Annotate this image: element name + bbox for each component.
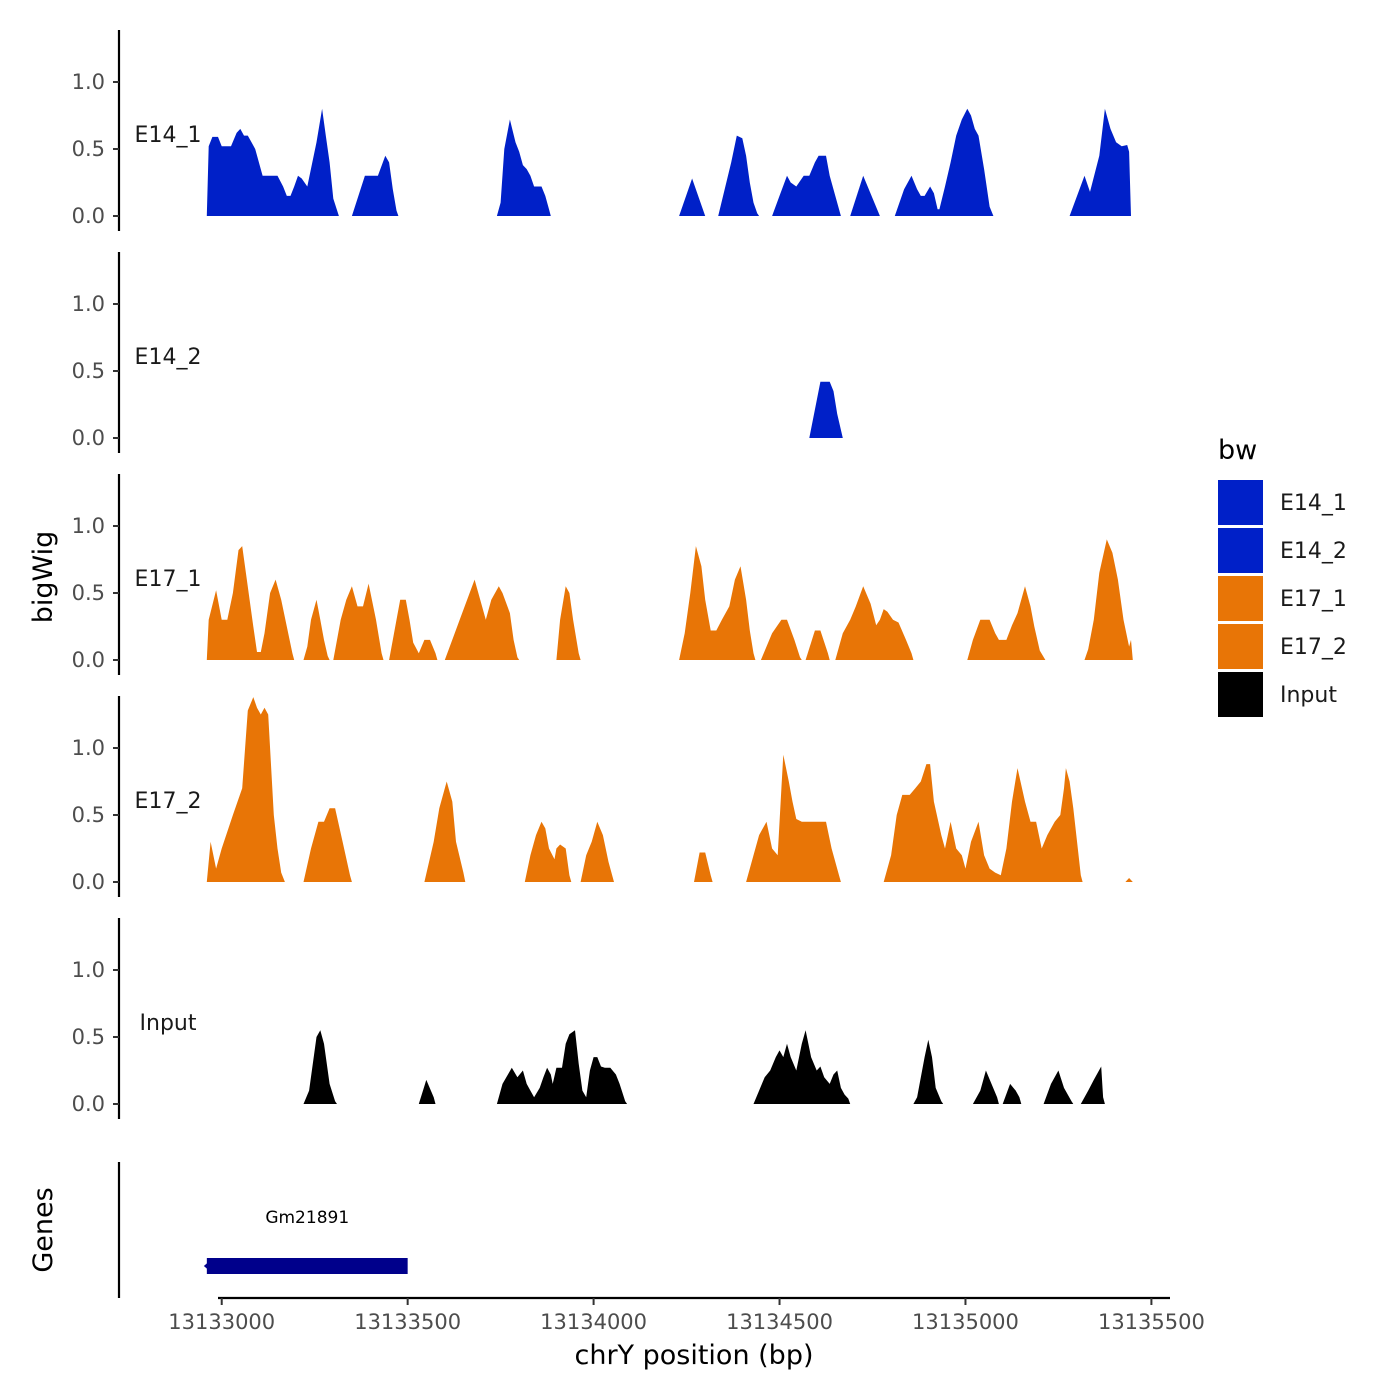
- legend-label: E14_2: [1280, 539, 1347, 564]
- signal-area: [894, 108, 994, 216]
- signal-area: [967, 586, 1046, 660]
- signal-area: [418, 1079, 436, 1104]
- signal-area: [496, 1030, 628, 1104]
- x-axis: 13133000 13133500 13134000 13134500 13135000…: [168, 1296, 1205, 1334]
- signal-area: [303, 599, 330, 660]
- signal-area: [524, 821, 572, 882]
- y-tick-label: 0.0: [72, 648, 105, 672]
- track-label: E14_1: [135, 123, 202, 148]
- signal-area: [913, 1039, 944, 1104]
- signal-area: [850, 175, 880, 216]
- x-tick-label: 13133500: [354, 1310, 461, 1334]
- track-label: Input: [140, 1011, 197, 1036]
- track-input: 0.0 0.5 1.0 Input: [72, 918, 1105, 1119]
- track-e17-2: 0.0 0.5 1.0 E17_2: [72, 696, 1133, 897]
- signal-area: [883, 764, 1083, 882]
- x-tick-label: 13133000: [168, 1310, 275, 1334]
- gene-strand-arrow: [203, 1260, 211, 1272]
- gene-bar: [206, 1258, 408, 1274]
- y-tick-label: 0.5: [72, 581, 105, 605]
- legend-swatch: [1218, 528, 1263, 573]
- track-label: E17_2: [135, 789, 202, 814]
- signal-tracks: 0.0 0.5 1.0 E14_1 0.0 0.5 1.0 E14_2 0.0 0.5 1.0 E17…: [72, 30, 1133, 1119]
- y-tick-label: 1.0: [72, 958, 105, 982]
- track-e17-1: 0.0 0.5 1.0 E17_1: [72, 474, 1133, 675]
- y-tick-label: 0.5: [72, 359, 105, 383]
- legend-swatch: [1218, 576, 1263, 621]
- legend-label: E17_1: [1280, 587, 1347, 612]
- signal-area: [679, 178, 706, 216]
- y-tick-label: 1.0: [72, 70, 105, 94]
- signal-area: [333, 583, 384, 660]
- x-tick-label: 13134000: [540, 1310, 647, 1334]
- genes-track: Gm21891: [117, 1162, 408, 1298]
- y-tick-label: 1.0: [72, 514, 105, 538]
- signal-area: [206, 546, 295, 660]
- y-tick-label: 0.5: [72, 137, 105, 161]
- y-tick-label: 0.0: [72, 204, 105, 228]
- legend-label: E14_1: [1280, 491, 1347, 516]
- signal-area: [580, 821, 614, 882]
- signal-area: [1002, 1083, 1022, 1104]
- y-tick-label: 0.5: [72, 803, 105, 827]
- y-tick-label: 1.0: [72, 292, 105, 316]
- signal-area: [972, 1070, 999, 1104]
- signal-area: [718, 135, 760, 216]
- signal-area: [424, 781, 466, 882]
- signal-area: [303, 1030, 337, 1104]
- legend-swatch: [1218, 480, 1263, 525]
- signal-area: [389, 599, 438, 660]
- y-tick-label: 1.0: [72, 736, 105, 760]
- signal-area: [206, 697, 285, 882]
- y-tick-label: 0.0: [72, 426, 105, 450]
- x-tick-label: 13134500: [726, 1310, 833, 1334]
- track-e14-2: 0.0 0.5 1.0 E14_2: [72, 252, 843, 453]
- signal-area: [444, 579, 520, 660]
- signal-area: [772, 155, 841, 216]
- legend-label: E17_2: [1280, 635, 1347, 660]
- signal-area: [835, 586, 914, 660]
- signal-area: [746, 754, 841, 882]
- y-tick-label: 0.5: [72, 1025, 105, 1049]
- track-label: E14_2: [135, 345, 202, 370]
- signal-area: [679, 546, 756, 660]
- signal-area: [556, 586, 581, 660]
- y-tick-label: 0.0: [72, 870, 105, 894]
- gene-label: Gm21891: [265, 1208, 349, 1228]
- track-e14-1: 0.0 0.5 1.0 E14_1: [72, 30, 1131, 231]
- signal-area: [753, 1030, 851, 1104]
- signal-area: [496, 119, 551, 216]
- signal-area: [1069, 108, 1131, 216]
- x-axis-title: chrY position (bp): [574, 1340, 813, 1371]
- legend-swatch: [1218, 672, 1263, 717]
- genes-axis-title: Genes: [28, 1187, 59, 1272]
- signal-area: [1084, 539, 1133, 660]
- signal-area: [303, 808, 352, 882]
- x-tick-label: 13135000: [912, 1310, 1019, 1334]
- y-tick-label: 0.0: [72, 1092, 105, 1116]
- legend-title: bw: [1218, 435, 1257, 466]
- signal-area: [694, 852, 713, 882]
- signal-area: [1043, 1070, 1074, 1104]
- legend: bw E14_1 E14_2 E17_1 E17_2 Input: [1218, 435, 1347, 717]
- signal-area: [805, 630, 830, 660]
- signal-area: [1080, 1066, 1105, 1104]
- signal-area: [206, 108, 339, 216]
- track-label: E17_1: [135, 567, 202, 592]
- signal-area: [809, 381, 843, 438]
- y-axis-title: bigWig: [28, 531, 59, 624]
- signal-area: [351, 155, 399, 216]
- legend-swatch: [1218, 624, 1263, 669]
- signal-area: [760, 619, 802, 660]
- legend-label: Input: [1280, 683, 1337, 708]
- x-tick-label: 13135500: [1098, 1310, 1205, 1334]
- signal-area: [1125, 878, 1133, 882]
